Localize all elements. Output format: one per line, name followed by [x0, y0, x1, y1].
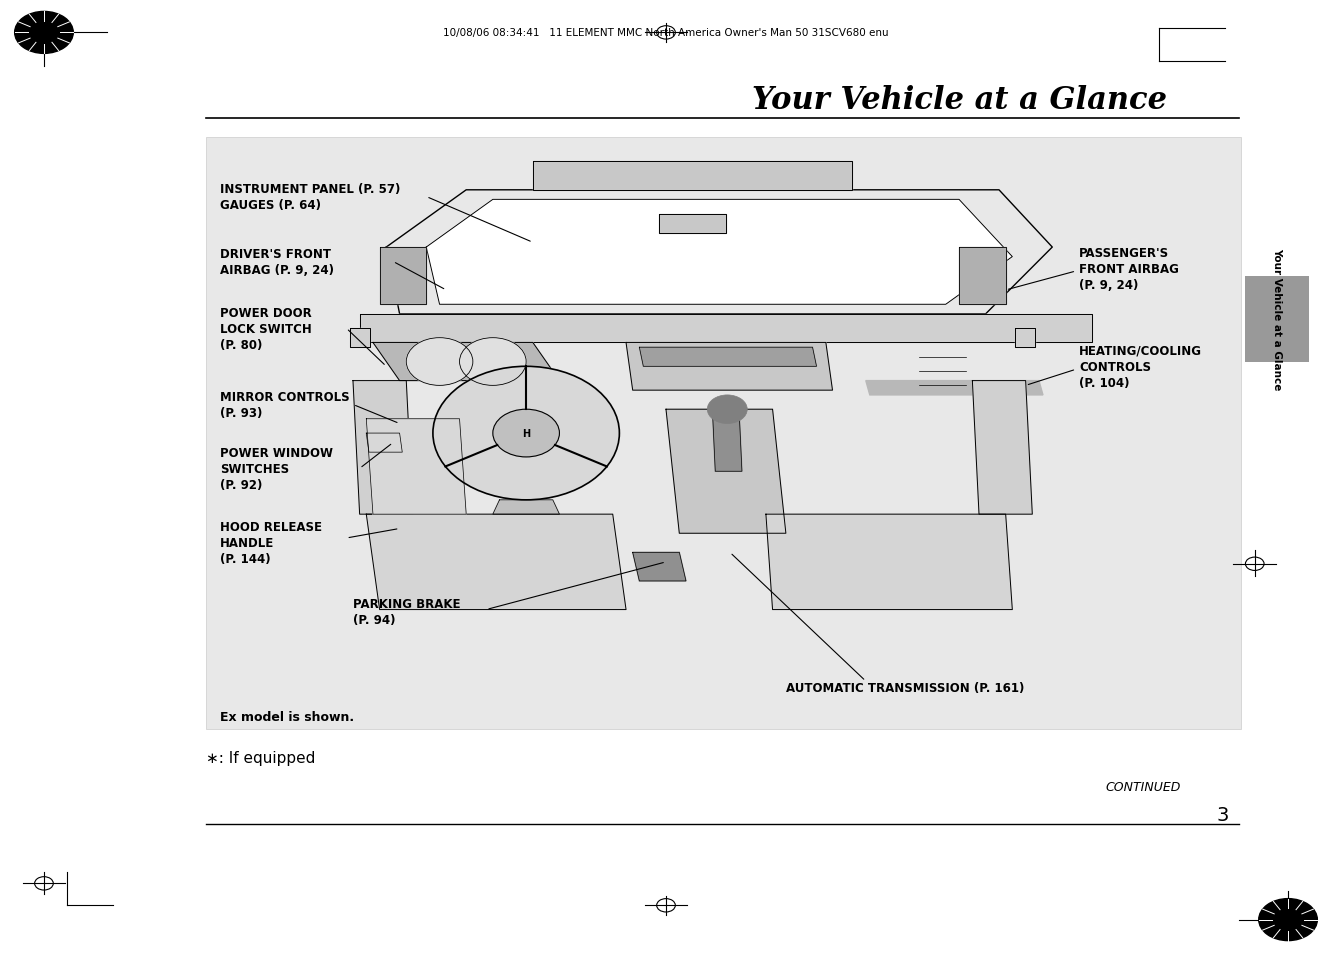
Bar — [1245, 276, 1309, 362]
Text: AUTOMATIC TRANSMISSION (P. 161): AUTOMATIC TRANSMISSION (P. 161) — [786, 681, 1024, 695]
Bar — [206, 138, 1241, 729]
Circle shape — [460, 338, 526, 386]
Text: POWER WINDOW
SWITCHES
(P. 92): POWER WINDOW SWITCHES (P. 92) — [220, 446, 333, 492]
Polygon shape — [366, 419, 466, 515]
Circle shape — [433, 367, 619, 500]
Text: CONTINUED: CONTINUED — [1106, 780, 1181, 793]
Text: INSTRUMENT PANEL (P. 57)
GAUGES (P. 64): INSTRUMENT PANEL (P. 57) GAUGES (P. 64) — [220, 183, 400, 212]
Polygon shape — [972, 381, 1032, 515]
Text: HEATING/COOLING
CONTROLS
(P. 104): HEATING/COOLING CONTROLS (P. 104) — [1079, 344, 1201, 390]
Text: HOOD RELEASE
HANDLE
(P. 144): HOOD RELEASE HANDLE (P. 144) — [220, 520, 322, 566]
Polygon shape — [426, 200, 1012, 305]
Text: POWER DOOR
LOCK SWITCH
(P. 80): POWER DOOR LOCK SWITCH (P. 80) — [220, 306, 312, 352]
Polygon shape — [866, 381, 1043, 395]
Polygon shape — [639, 348, 817, 367]
Text: PARKING BRAKE
(P. 94): PARKING BRAKE (P. 94) — [353, 598, 461, 626]
Text: PASSENGER'S
FRONT AIRBAG
(P. 9, 24): PASSENGER'S FRONT AIRBAG (P. 9, 24) — [1079, 246, 1179, 292]
Polygon shape — [633, 553, 686, 581]
Polygon shape — [666, 410, 786, 534]
Polygon shape — [353, 381, 413, 515]
Text: DRIVER'S FRONT
AIRBAG (P. 9, 24): DRIVER'S FRONT AIRBAG (P. 9, 24) — [220, 248, 334, 276]
Text: ∗: If equipped: ∗: If equipped — [206, 750, 316, 765]
Polygon shape — [1015, 329, 1035, 348]
Text: Your Vehicle at a Glance: Your Vehicle at a Glance — [1272, 248, 1283, 391]
Circle shape — [15, 12, 73, 54]
Polygon shape — [626, 343, 832, 391]
Polygon shape — [493, 500, 559, 515]
Text: MIRROR CONTROLS
(P. 93): MIRROR CONTROLS (P. 93) — [220, 391, 349, 419]
Polygon shape — [373, 343, 559, 381]
Circle shape — [406, 338, 473, 386]
Text: Ex model is shown.: Ex model is shown. — [220, 710, 354, 723]
Polygon shape — [959, 248, 1006, 305]
Polygon shape — [366, 434, 402, 453]
Polygon shape — [366, 515, 626, 610]
Circle shape — [1259, 899, 1317, 941]
Text: 10/08/06 08:34:41   11 ELEMENT MMC North America Owner's Man 50 31SCV680 enu: 10/08/06 08:34:41 11 ELEMENT MMC North A… — [444, 29, 888, 38]
Polygon shape — [350, 329, 370, 348]
Polygon shape — [713, 415, 742, 472]
Polygon shape — [360, 314, 1092, 343]
Text: Your Vehicle at a Glance: Your Vehicle at a Glance — [751, 85, 1167, 115]
Text: H: H — [522, 429, 530, 438]
Polygon shape — [659, 214, 726, 233]
Polygon shape — [380, 248, 426, 305]
Polygon shape — [533, 162, 852, 191]
Circle shape — [493, 410, 559, 457]
Polygon shape — [766, 515, 1012, 610]
Circle shape — [707, 395, 747, 424]
Text: 3: 3 — [1216, 805, 1229, 824]
